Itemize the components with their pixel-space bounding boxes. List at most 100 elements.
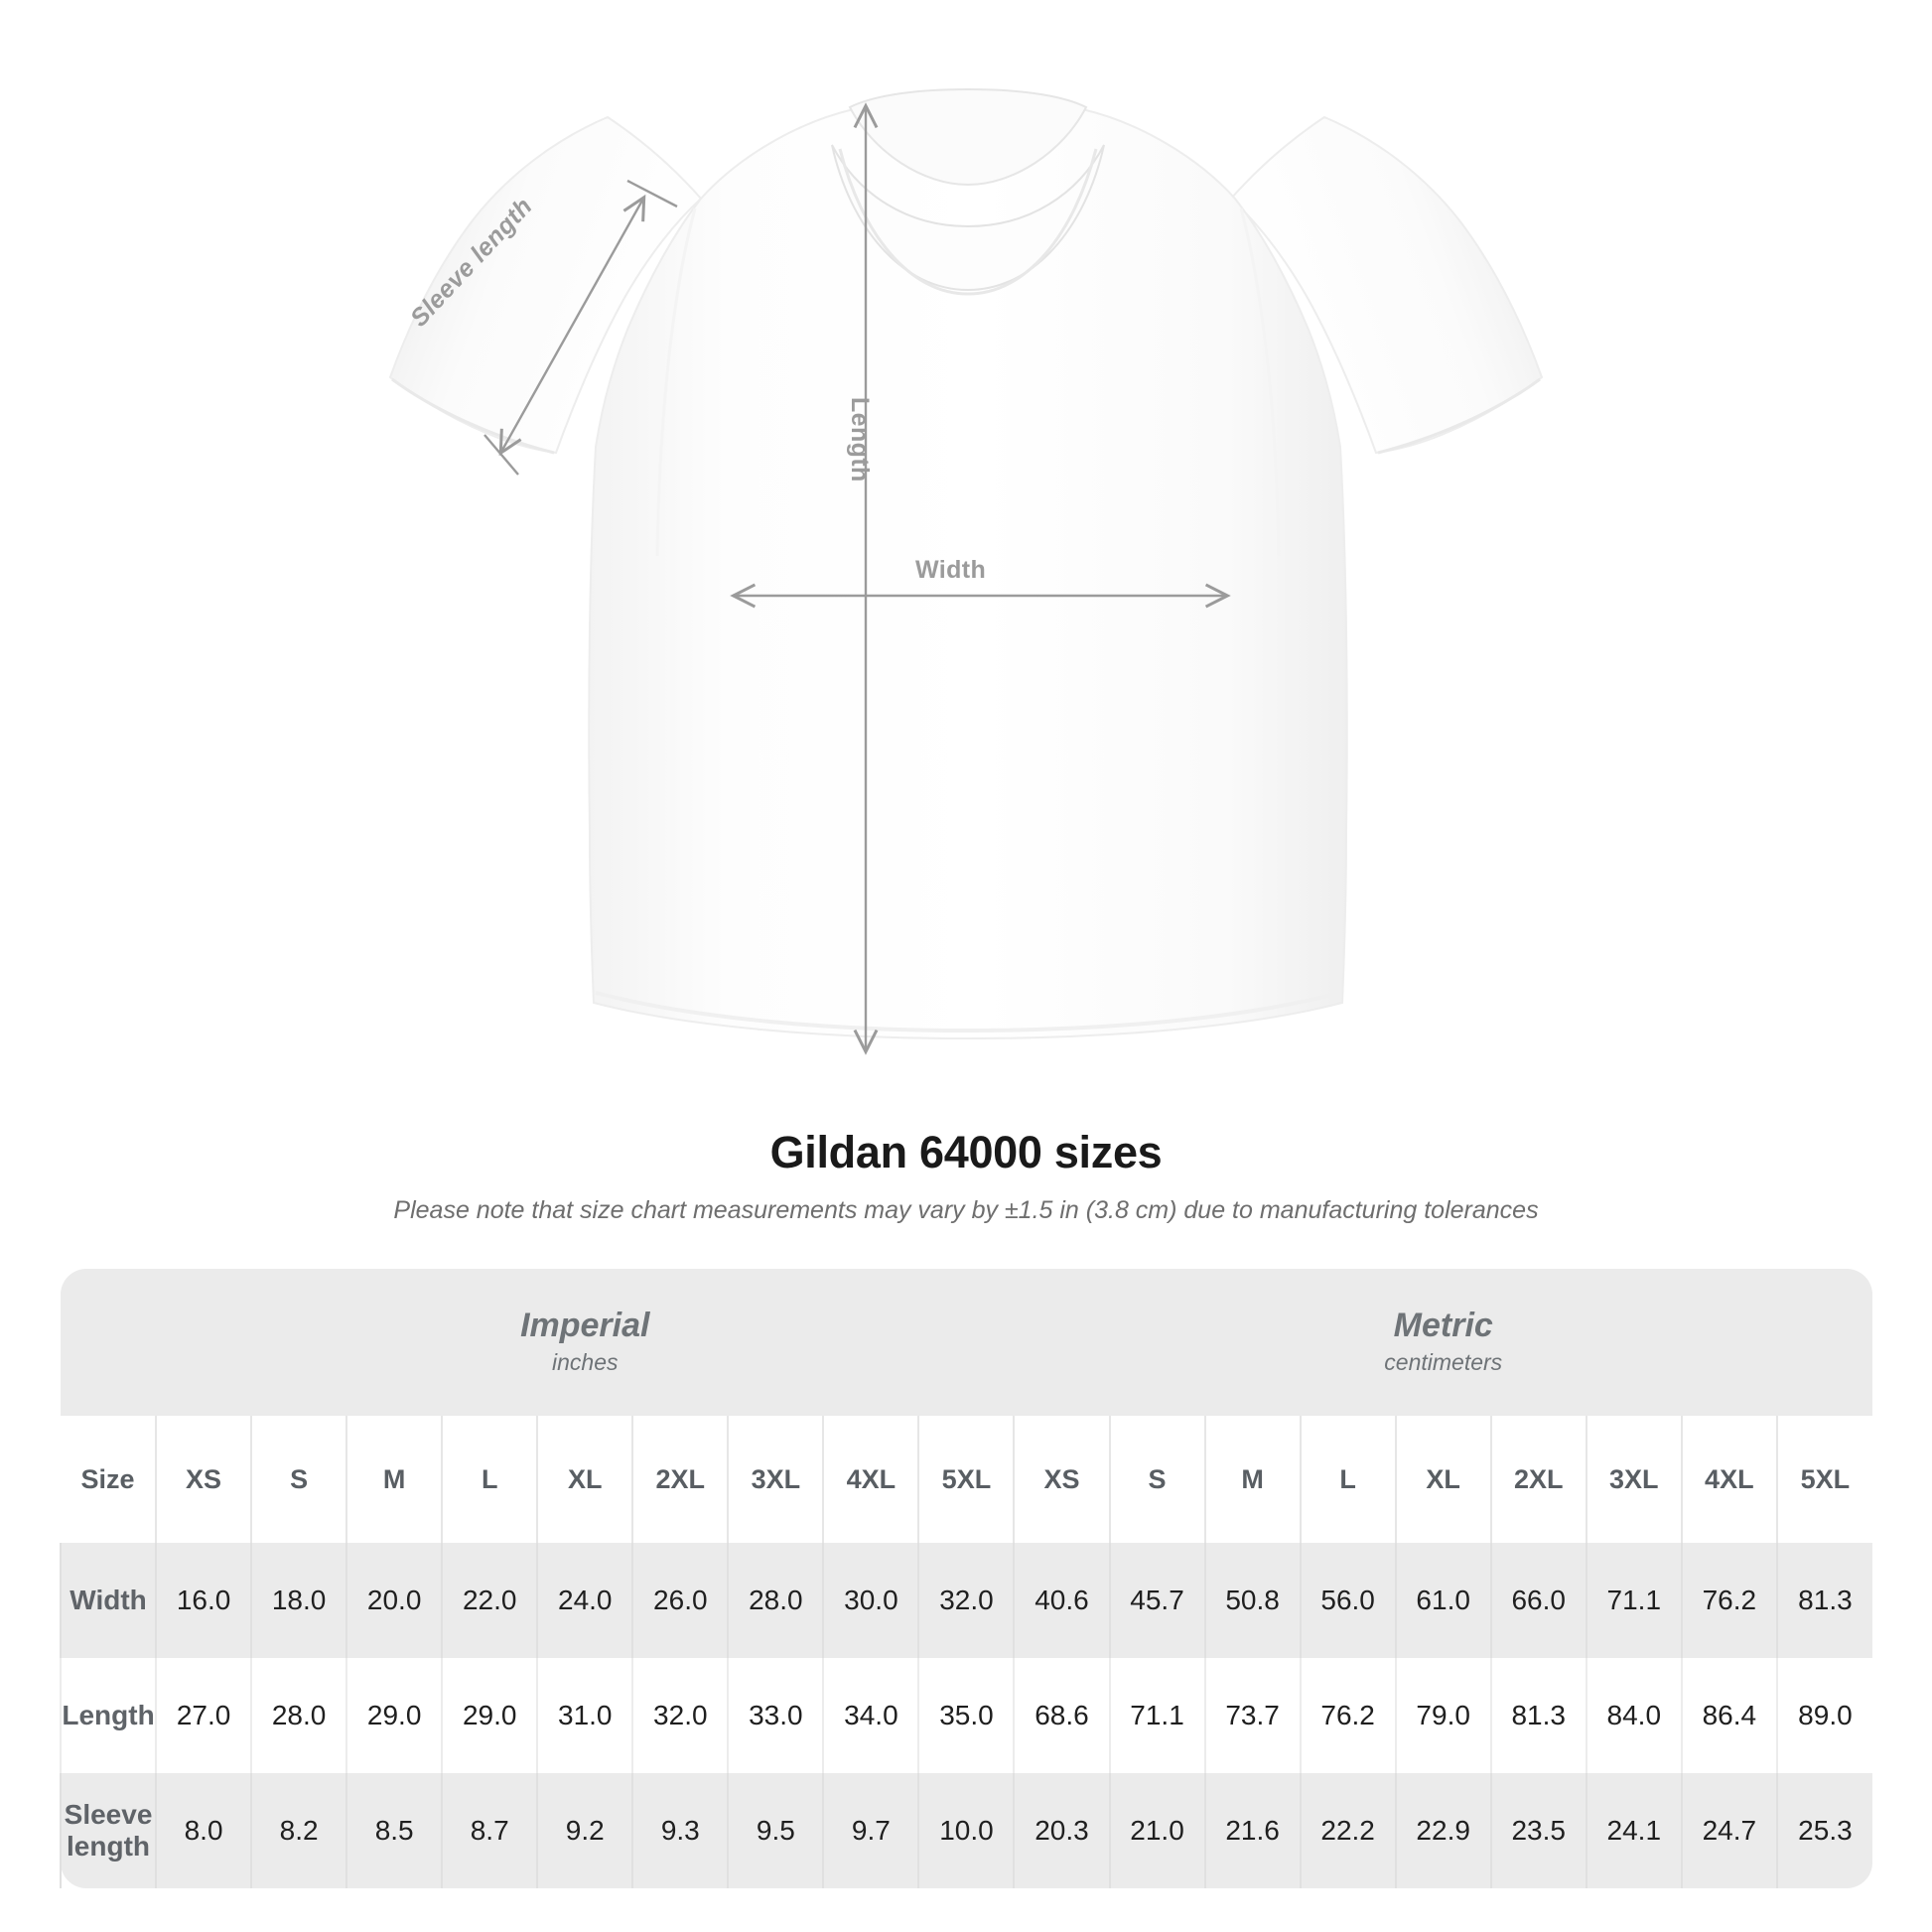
cell-width-metric-5xl: 81.3 (1775, 1543, 1872, 1658)
page-title: Gildan 64000 sizes (769, 1127, 1163, 1177)
size-header-metric-xl: XL (1394, 1416, 1491, 1543)
cell-length-metric-4xl: 86.4 (1680, 1658, 1777, 1773)
cell-width-imperial-5xl: 32.0 (917, 1543, 1015, 1658)
cell-width-imperial-4xl: 30.0 (822, 1543, 919, 1658)
row-label-length: Length (59, 1658, 157, 1773)
size-header-metric-s: S (1108, 1416, 1205, 1543)
chart-caption: Gildan 64000 sizes Please note that size… (0, 1127, 1932, 1225)
sleeve-tick-top (626, 179, 678, 208)
size-header-metric-3xl: 3XL (1585, 1416, 1682, 1543)
width-label: Width (915, 556, 987, 584)
cell-sleeve-length-imperial-s: 8.2 (250, 1773, 347, 1888)
cell-width-metric-xs: 40.6 (1013, 1543, 1110, 1658)
cell-sleeve-length-metric-xl: 22.9 (1394, 1773, 1491, 1888)
cell-length-imperial-xl: 31.0 (536, 1658, 633, 1773)
cell-length-imperial-5xl: 35.0 (917, 1658, 1015, 1773)
size-header-row: Size XS S M L XL 2XL 3XL 4XL 5XL XS S M L XL 2XL 3XL 4XL 5… (61, 1416, 1872, 1543)
cell-length-metric-3xl: 84.0 (1585, 1658, 1682, 1773)
cell-sleeve-length-imperial-m: 8.5 (345, 1773, 443, 1888)
table-row: Width 16.0 18.0 20.0 22.0 24.0 26.0 28.0 30.0 32.… (59, 1543, 1872, 1658)
cell-length-imperial-2xl: 32.0 (631, 1658, 729, 1773)
cell-length-metric-5xl: 89.0 (1775, 1658, 1872, 1773)
cell-sleeve-length-metric-3xl: 24.1 (1585, 1773, 1682, 1888)
cell-sleeve-length-metric-2xl: 23.5 (1489, 1773, 1587, 1888)
table-row: Length 27.0 28.0 29.0 29.0 31.0 32.0 33.0 34.0 35… (59, 1658, 1872, 1773)
size-header-imperial-xs: XS (155, 1416, 252, 1543)
cell-width-metric-m: 50.8 (1203, 1543, 1301, 1658)
cell-width-metric-s: 45.7 (1108, 1543, 1205, 1658)
size-header-label: Size (61, 1416, 157, 1543)
cell-sleeve-length-metric-4xl: 24.7 (1680, 1773, 1777, 1888)
cell-sleeve-length-imperial-3xl: 9.5 (727, 1773, 824, 1888)
cell-sleeve-length-metric-l: 22.2 (1299, 1773, 1396, 1888)
cell-length-imperial-3xl: 33.0 (727, 1658, 824, 1773)
cell-length-imperial-m: 29.0 (345, 1658, 443, 1773)
cell-sleeve-length-imperial-5xl: 10.0 (917, 1773, 1015, 1888)
unit-banner-row: Imperial inches Metric centimeters (61, 1269, 1872, 1416)
cell-width-imperial-l: 22.0 (441, 1543, 538, 1658)
row-label-width: Width (59, 1543, 157, 1658)
size-header-imperial-3xl: 3XL (727, 1416, 824, 1543)
cell-width-metric-l: 56.0 (1299, 1543, 1396, 1658)
cell-width-metric-xl: 61.0 (1394, 1543, 1491, 1658)
cell-length-metric-l: 76.2 (1299, 1658, 1396, 1773)
cell-sleeve-length-imperial-l: 8.7 (441, 1773, 538, 1888)
cell-sleeve-length-imperial-xs: 8.0 (155, 1773, 252, 1888)
cell-sleeve-length-metric-s: 21.0 (1108, 1773, 1205, 1888)
length-label: Length (846, 397, 874, 483)
tshirt-illustration: Sleeve length Length Width (388, 87, 1544, 1055)
cell-width-metric-3xl: 71.1 (1585, 1543, 1682, 1658)
cell-length-imperial-xs: 27.0 (155, 1658, 252, 1773)
size-header-imperial-5xl: 5XL (917, 1416, 1015, 1543)
cell-sleeve-length-imperial-xl: 9.2 (536, 1773, 633, 1888)
size-header-metric-2xl: 2XL (1489, 1416, 1587, 1543)
cell-length-metric-2xl: 81.3 (1489, 1658, 1587, 1773)
cell-length-metric-s: 71.1 (1108, 1658, 1205, 1773)
cell-length-imperial-4xl: 34.0 (822, 1658, 919, 1773)
cell-width-imperial-xl: 24.0 (536, 1543, 633, 1658)
sleeve-length-measure-arrow (498, 194, 646, 457)
cell-width-imperial-3xl: 28.0 (727, 1543, 824, 1658)
row-label-sleeve-length: Sleeve length (59, 1773, 157, 1888)
cell-length-imperial-l: 29.0 (441, 1658, 538, 1773)
unit-banner-spacer (61, 1269, 157, 1416)
tshirt-collar (848, 87, 1088, 187)
table-row: Sleeve length 8.0 8.2 8.5 8.7 9.2 9.3 9.5 9.7 10.… (59, 1773, 1872, 1888)
size-chart-table: Imperial inches Metric centimeters Size XS S M L… (59, 1269, 1872, 1888)
tshirt-fold-right (1239, 207, 1281, 557)
size-header-imperial-l: L (441, 1416, 538, 1543)
size-header-imperial-m: M (345, 1416, 443, 1543)
cell-length-imperial-s: 28.0 (250, 1658, 347, 1773)
cell-length-metric-xs: 68.6 (1013, 1658, 1110, 1773)
tolerance-note: Please note that size chart measurements… (393, 1196, 1539, 1224)
size-header-imperial-xl: XL (536, 1416, 633, 1543)
tshirt-fold-left (655, 207, 697, 557)
tshirt-right-sleeve-hem (1377, 377, 1541, 455)
tshirt-hem (595, 991, 1341, 1034)
cell-width-imperial-s: 18.0 (250, 1543, 347, 1658)
unit-group-subtitle: centimeters (1384, 1348, 1503, 1375)
size-header-imperial-2xl: 2XL (631, 1416, 729, 1543)
size-header-metric-5xl: 5XL (1775, 1416, 1872, 1543)
cell-sleeve-length-metric-xs: 20.3 (1013, 1773, 1110, 1888)
cell-length-metric-xl: 79.0 (1394, 1658, 1491, 1773)
size-header-imperial-s: S (250, 1416, 347, 1543)
unit-group-name: Metric (1393, 1306, 1493, 1344)
cell-width-imperial-m: 20.0 (345, 1543, 443, 1658)
size-header-imperial-4xl: 4XL (822, 1416, 919, 1543)
cell-sleeve-length-metric-m: 21.6 (1203, 1773, 1301, 1888)
tshirt-diagram-svg (388, 87, 1544, 1055)
size-chart-table-wrapper: Imperial inches Metric centimeters Size XS S M L… (59, 1269, 1872, 1888)
size-header-metric-l: L (1299, 1416, 1396, 1543)
cell-length-metric-m: 73.7 (1203, 1658, 1301, 1773)
size-header-metric-xs: XS (1013, 1416, 1110, 1543)
unit-group-name: Imperial (520, 1306, 650, 1344)
unit-group-metric: Metric centimeters (1014, 1269, 1872, 1416)
sleeve-tick-bottom (483, 434, 519, 476)
cell-width-imperial-2xl: 26.0 (631, 1543, 729, 1658)
size-header-metric-4xl: 4XL (1680, 1416, 1777, 1543)
cell-sleeve-length-metric-5xl: 25.3 (1775, 1773, 1872, 1888)
cell-sleeve-length-imperial-2xl: 9.3 (631, 1773, 729, 1888)
cell-sleeve-length-imperial-4xl: 9.7 (822, 1773, 919, 1888)
unit-group-imperial: Imperial inches (156, 1269, 1015, 1416)
